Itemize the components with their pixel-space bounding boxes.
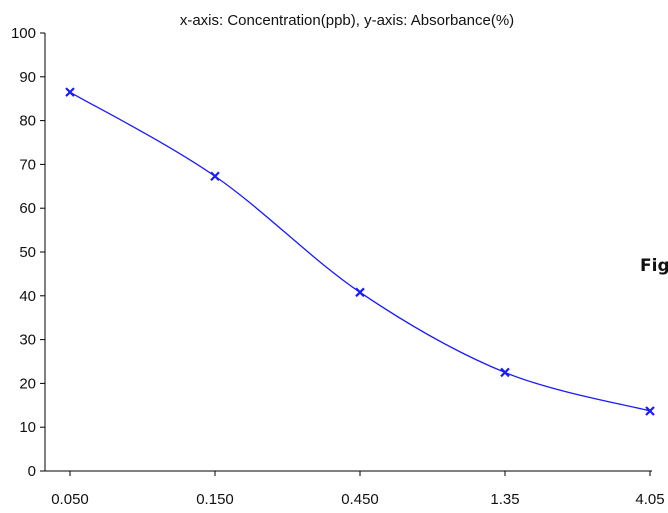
data-point-marker: [210, 171, 220, 182]
y-tick-label: 70: [19, 156, 36, 173]
series-line: [69, 91, 651, 412]
y-tick-label: 10: [19, 419, 36, 436]
x-tick-label: 4.05: [635, 491, 664, 508]
data-point-marker: [500, 367, 510, 378]
x-tick-label: 1.35: [490, 491, 519, 508]
y-tick-label: 30: [19, 332, 36, 349]
y-ticks: 0 10 20 30 40 50 60 70 80 90 100: [11, 25, 45, 480]
y-tick-label: 0: [28, 463, 36, 480]
y-tick-label: 40: [19, 288, 36, 305]
data-point-marker: [65, 87, 75, 97]
y-tick-label: 60: [19, 200, 36, 217]
y-tick-label: 80: [19, 113, 36, 130]
y-tick-label: 50: [19, 244, 36, 261]
x-ticks: 0.050 0.150 0.450 1.35 4.05: [51, 471, 665, 508]
chart-title: x-axis: Concentration(ppb), y-axis: Abso…: [180, 12, 514, 29]
x-tick-label: 0.050: [51, 491, 89, 508]
data-point-marker: [355, 287, 365, 298]
side-label: Fig: [640, 256, 668, 276]
series-markers: [65, 87, 655, 416]
x-tick-label: 0.150: [196, 491, 234, 508]
x-tick-label: 0.450: [341, 491, 379, 508]
y-tick-label: 100: [11, 25, 36, 42]
data-point-marker: [645, 406, 655, 416]
y-tick-label: 20: [19, 375, 36, 392]
y-tick-label: 90: [19, 69, 36, 86]
